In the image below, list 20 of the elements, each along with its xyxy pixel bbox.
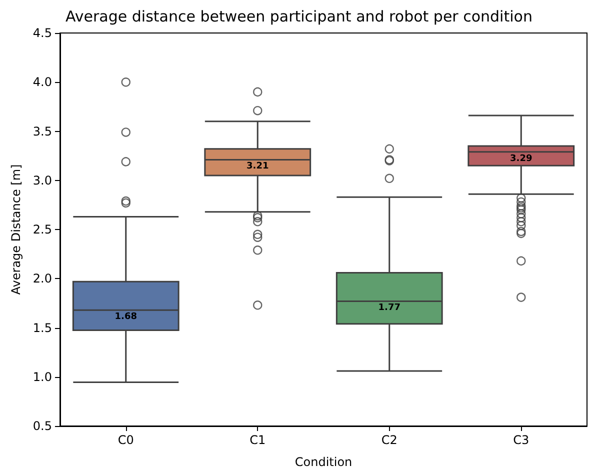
annotation: 1.77	[378, 303, 400, 314]
annotation: 3.29	[510, 154, 532, 164]
y-tick-label: 3.0	[32, 173, 52, 188]
annotation: 1.68	[114, 312, 137, 322]
y-tick-label: 4.0	[32, 75, 52, 90]
y-tick-label: 4.5	[32, 26, 52, 40]
y-tick-label: 2.5	[32, 222, 52, 236]
x-tick-label: C3	[513, 433, 530, 447]
y-tick-label: 0.5	[32, 419, 52, 433]
y-tick-label: 1.0	[32, 370, 52, 384]
x-tick-label: C0	[118, 433, 134, 447]
x-tick-label: C2	[381, 433, 398, 447]
x-tick-label: C1	[250, 433, 266, 447]
y-axis-title: Average Distance [m]	[9, 164, 23, 295]
annotation: 3.21	[246, 162, 269, 172]
x-axis-title: Condition	[294, 455, 352, 469]
y-tick-label: 2.0	[32, 272, 52, 286]
y-tick-label: 3.5	[32, 124, 52, 138]
y-tick-label: 1.5	[32, 320, 52, 335]
chart-title: Average distance between participant and robot per condition	[66, 8, 532, 26]
